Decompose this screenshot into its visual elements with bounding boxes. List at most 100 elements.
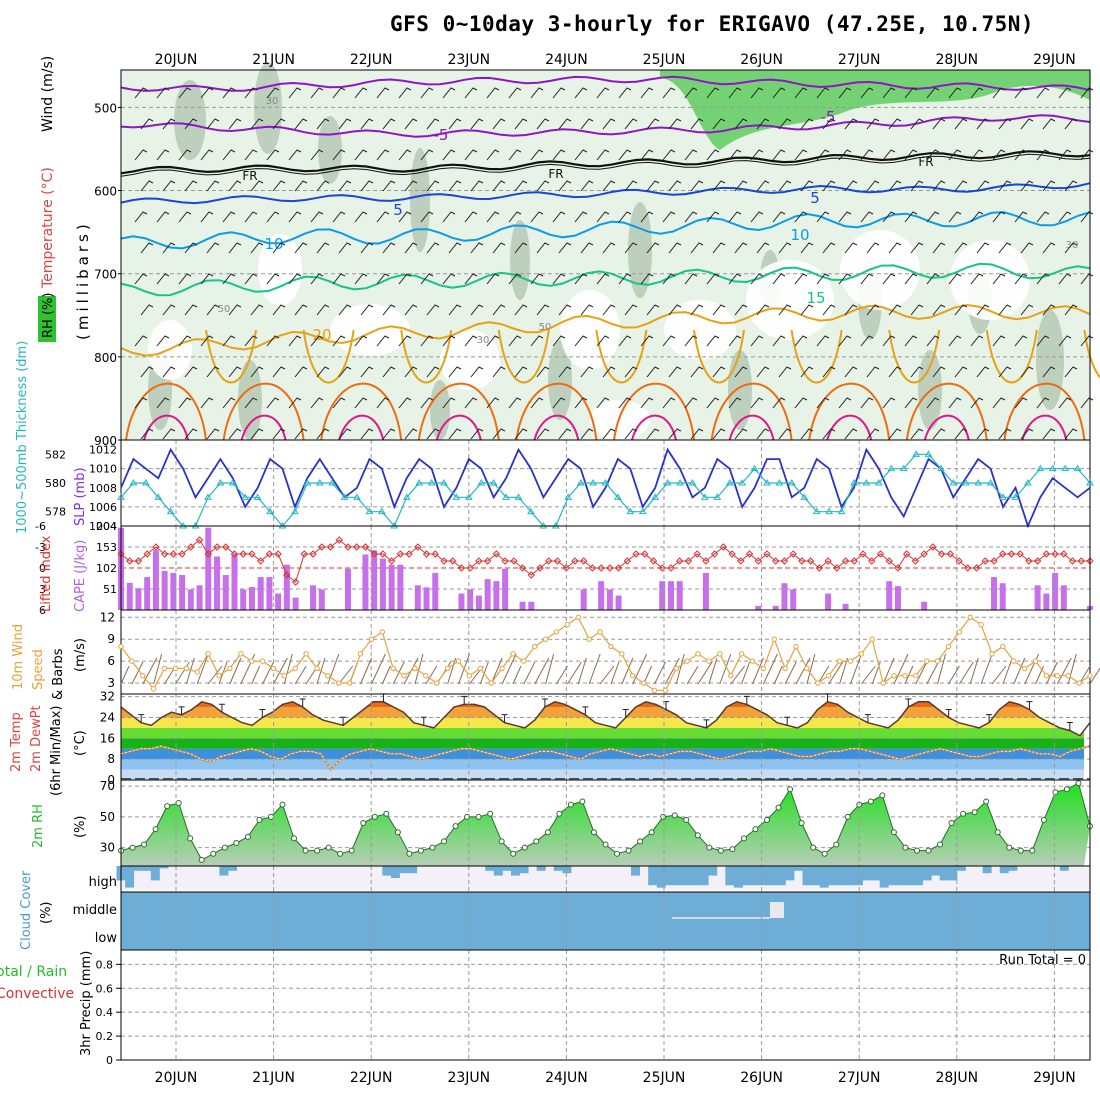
isotherm-25-line: [710, 382, 793, 441]
rh-marker: [902, 844, 909, 851]
li-marker: [1060, 550, 1068, 558]
high-cloud-bar: [485, 866, 495, 871]
rh-marker: [833, 841, 840, 848]
wind-speed-marker: [412, 665, 418, 672]
wind-barb: [206, 428, 220, 440]
li-marker: [387, 557, 396, 565]
wind-barb: [398, 273, 412, 285]
wind-speed-marker: [934, 658, 941, 664]
cape-bar: [921, 601, 928, 610]
li-marker: [344, 543, 352, 551]
cape-bar: [458, 593, 465, 610]
isotherm-30-line: [338, 414, 385, 441]
li-marker: [222, 543, 230, 551]
wind-barb: [992, 211, 1006, 223]
wind-barb: [1058, 273, 1072, 285]
wind-barb: [970, 87, 984, 99]
rh-moist-area: [728, 350, 752, 430]
wind-barb: [250, 428, 264, 440]
temp-axis-label: 2m DewPt: [29, 705, 44, 772]
wind-barb: [420, 149, 434, 161]
wind-barb: [618, 335, 632, 347]
high-cloud-bar: [399, 866, 409, 874]
temp-minmax-bar: [420, 716, 427, 726]
wind-barb: [618, 87, 632, 99]
wind-barb: [794, 273, 808, 285]
surface-wind-barb: [686, 665, 699, 685]
li-marker: [152, 543, 160, 551]
wind-barb: [310, 335, 324, 347]
cape-bar: [397, 564, 404, 610]
wind-barb: [332, 273, 346, 285]
thickness-marker: [626, 507, 635, 515]
li-marker: [579, 557, 588, 565]
wind-barb: [866, 428, 880, 440]
thickness-marker: [763, 479, 771, 486]
cape-bar: [170, 572, 177, 610]
thickness-marker: [129, 479, 138, 486]
thickness-marker: [589, 479, 597, 486]
wind-barb: [514, 304, 528, 316]
precip-tick-label: 0: [106, 1054, 113, 1067]
wind-barb: [624, 242, 638, 254]
surface-wind-barb: [806, 653, 816, 685]
wind-barb: [712, 366, 726, 378]
wind-barb: [1058, 211, 1072, 223]
slp-line: [120, 447, 1091, 529]
wind-speed-marker: [782, 665, 788, 672]
rh-marker: [279, 801, 286, 808]
wind-barb: [910, 366, 924, 378]
wind-barb: [536, 118, 550, 130]
wind-barb: [998, 180, 1012, 192]
wind-barb: [360, 366, 374, 378]
wind-barb: [734, 180, 748, 192]
wind-speed-marker: [510, 651, 516, 657]
isotherm-line: [120, 303, 1091, 357]
wind-barb: [294, 118, 308, 130]
wind-speed-marker: [1076, 680, 1082, 686]
wind-barb: [244, 87, 258, 99]
cape-bar: [257, 577, 264, 610]
wind-speed-marker: [836, 658, 843, 664]
li-marker: [964, 564, 972, 572]
li-marker: [126, 557, 134, 565]
wind-barb: [558, 180, 572, 192]
bottom-date-label: 20JUN: [155, 1070, 198, 1086]
wind-barb: [794, 211, 808, 223]
isotherm-line: [120, 150, 1091, 175]
cape-bar: [1043, 593, 1050, 610]
rh-marker: [521, 844, 528, 851]
li-marker: [117, 550, 125, 558]
wind-barb: [618, 149, 632, 161]
high-cloud-bar: [733, 866, 743, 888]
wind-barb: [800, 242, 814, 254]
high-cloud-bar: [759, 866, 769, 886]
thickness-marker: [725, 479, 734, 486]
surface-wind-barb: [229, 657, 242, 685]
rh-dry-area: [258, 234, 302, 306]
bottom-date-label: 21JUN: [252, 1070, 295, 1086]
wind-barb: [1020, 180, 1034, 192]
wind-barb: [332, 149, 346, 161]
wind-barb: [1036, 273, 1050, 285]
wind-barb: [266, 273, 280, 285]
li-marker: [990, 557, 998, 565]
wind-barb: [1036, 149, 1050, 161]
wind-barb: [750, 87, 764, 99]
ua-ylabel-group: RH (%) Temperature (°C) Wind (m/s): [38, 56, 56, 342]
li-marker: [929, 543, 937, 551]
li-marker: [518, 564, 527, 572]
pressure-tick-label: 700: [94, 268, 117, 282]
cloud-high-label: high: [89, 875, 117, 890]
wind-barb: [354, 397, 368, 409]
isotherm-20-line: [205, 329, 257, 384]
bottom-date-label: 25JUN: [643, 1070, 686, 1086]
wind-barb: [1080, 335, 1094, 347]
thickness-marker: [365, 507, 374, 515]
wind-speed-marker: [532, 643, 538, 650]
mid-low-cloud-block: [121, 892, 1090, 950]
li-marker: [414, 543, 422, 551]
li-marker: [134, 557, 143, 565]
temp-ylabel-group: 2m Temp: [9, 712, 24, 772]
bottom-date-label: 22JUN: [350, 1070, 393, 1086]
